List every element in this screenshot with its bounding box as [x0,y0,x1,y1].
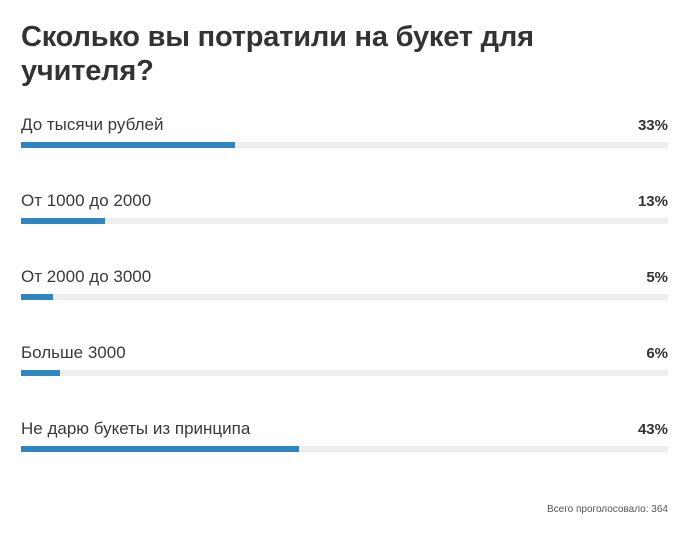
poll-option-header: Больше 3000 6% [21,343,668,365]
poll-option-bar-track[interactable] [21,446,668,452]
poll-option-bar-track[interactable] [21,142,668,148]
poll-option-bar-track[interactable] [21,370,668,376]
poll-widget: Сколько вы потратили на букет для учител… [21,20,668,495]
poll-option-bar-track[interactable] [21,218,668,224]
poll-option-percent: 5% [646,269,668,286]
poll-option-header: От 1000 до 2000 13% [21,191,668,213]
poll-option-bar-fill [21,142,235,148]
poll-option-header: От 2000 до 3000 5% [21,267,668,289]
poll-option-percent: 33% [637,117,668,134]
poll-option-header: До тысячи рублей 33% [21,115,668,137]
poll-option[interactable]: Больше 3000 6% [21,343,668,419]
poll-option-percent: 6% [646,345,668,362]
poll-option-label: От 1000 до 2000 [21,191,152,210]
poll-option[interactable]: От 2000 до 3000 5% [21,267,668,343]
poll-option-bar-track[interactable] [21,294,668,300]
poll-option-label: От 2000 до 3000 [21,267,152,286]
poll-option[interactable]: Не дарю букеты из принципа 43% [21,419,668,495]
poll-option-label: Не дарю букеты из принципа [21,419,251,438]
poll-question: Сколько вы потратили на букет для учител… [21,21,534,87]
poll-option-header: Не дарю букеты из принципа 43% [21,419,668,441]
poll-option[interactable]: До тысячи рублей 33% [21,115,668,191]
poll-options: До тысячи рублей 33% От 1000 до 2000 13%… [21,115,668,495]
poll-option-bar-fill [21,218,106,224]
total-votes: Всего проголосовало: 364 [546,504,668,515]
poll-option-bar-fill [21,446,300,452]
poll-option-bar-fill [21,370,60,376]
poll-option-label: До тысячи рублей [21,115,164,134]
poll-option-percent: 43% [637,421,668,438]
poll-option[interactable]: От 1000 до 2000 13% [21,191,668,267]
poll-option-bar-fill [21,294,54,300]
poll-option-label: Больше 3000 [21,343,126,362]
poll-option-percent: 13% [637,193,668,210]
